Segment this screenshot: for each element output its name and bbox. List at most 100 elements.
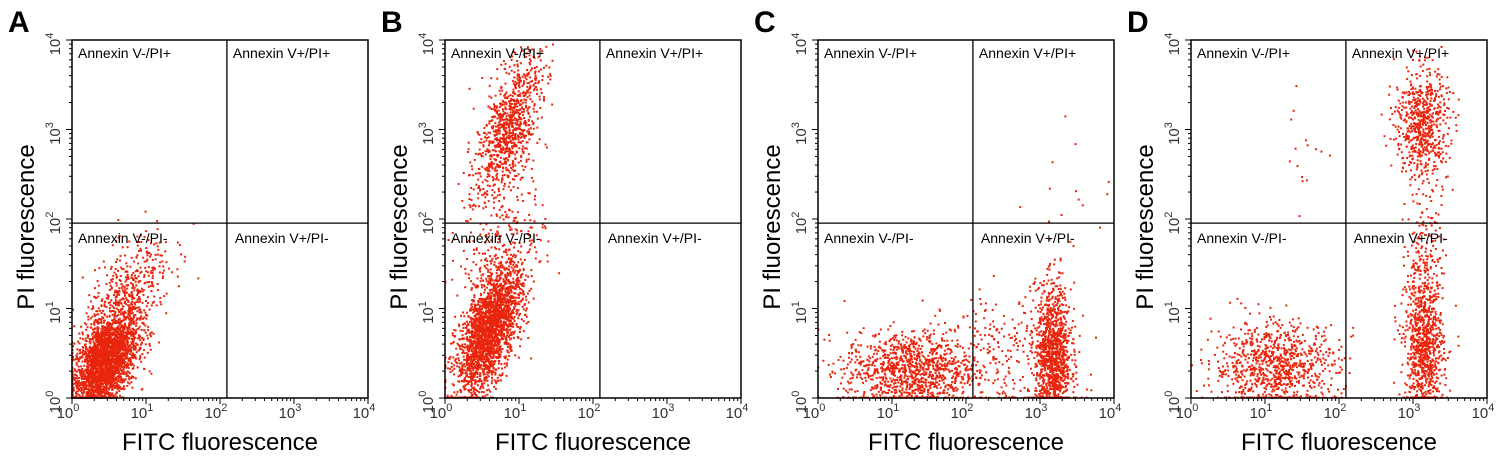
- data-point: [126, 335, 129, 338]
- data-point: [452, 356, 455, 359]
- data-point: [453, 329, 456, 331]
- data-point: [491, 306, 494, 308]
- data-point: [93, 334, 96, 337]
- data-point: [118, 356, 121, 359]
- data-point: [87, 366, 90, 369]
- data-point: [117, 308, 120, 311]
- data-point: [162, 265, 165, 268]
- data-point: [496, 286, 499, 288]
- data-point: [117, 292, 119, 294]
- data-point: [96, 368, 99, 370]
- data-point: [97, 384, 100, 387]
- data-point: [154, 253, 157, 256]
- data-point: [478, 315, 481, 318]
- data-point: [107, 327, 110, 330]
- data-point: [86, 326, 89, 329]
- data-point: [504, 321, 507, 324]
- data-point: [90, 379, 92, 382]
- data-point: [123, 310, 126, 313]
- data-point: [106, 315, 108, 318]
- data-point: [134, 274, 136, 277]
- data-point: [90, 348, 93, 351]
- data-point: [489, 282, 492, 285]
- data-point: [478, 363, 481, 366]
- data-point: [121, 346, 124, 349]
- data-point: [138, 358, 141, 361]
- data-point: [99, 359, 102, 362]
- data-point: [123, 312, 126, 315]
- data-point: [489, 330, 492, 333]
- data-point: [120, 302, 123, 305]
- data-point: [78, 332, 81, 335]
- data-point: [84, 358, 86, 361]
- data-point: [126, 277, 129, 280]
- data-point: [520, 318, 523, 321]
- data-point: [94, 394, 97, 397]
- data-point: [137, 337, 139, 340]
- data-point: [108, 388, 111, 391]
- data-point: [114, 311, 117, 314]
- data-point: [105, 347, 108, 350]
- data-point: [102, 331, 105, 333]
- data-point: [118, 322, 121, 324]
- data-point: [122, 328, 125, 330]
- data-point: [480, 339, 483, 342]
- data-point: [136, 292, 139, 295]
- data-point: [76, 357, 79, 360]
- data-point: [116, 293, 119, 296]
- data-point: [491, 257, 494, 260]
- data-point: [128, 295, 131, 298]
- data-point: [88, 384, 91, 387]
- data-point: [107, 345, 110, 348]
- data-point: [137, 301, 140, 304]
- data-point: [458, 345, 461, 348]
- data-point: [121, 342, 124, 345]
- data-point: [457, 357, 460, 360]
- data-point: [132, 271, 135, 274]
- data-point: [125, 291, 127, 294]
- data-point: [114, 393, 117, 396]
- data-point: [510, 319, 512, 322]
- data-point: [116, 290, 119, 293]
- tick-base: 10: [131, 405, 148, 422]
- data-point: [448, 357, 451, 360]
- data-point: [453, 373, 456, 376]
- data-point: [490, 275, 493, 278]
- data-point: [115, 328, 118, 331]
- data-point: [129, 316, 132, 319]
- data-point: [136, 288, 139, 291]
- data-point: [142, 293, 145, 296]
- data-point: [461, 334, 464, 337]
- data-point: [95, 338, 98, 341]
- data-point: [133, 260, 136, 263]
- data-point: [94, 374, 97, 377]
- data-point: [504, 355, 507, 358]
- data-point: [494, 315, 497, 318]
- data-point: [490, 340, 493, 343]
- data-point: [470, 280, 473, 283]
- data-point: [513, 296, 516, 299]
- data-point: [109, 350, 112, 353]
- data-point: [94, 269, 96, 272]
- data-point: [114, 369, 117, 372]
- tick-base: 10: [57, 405, 74, 422]
- data-point: [470, 324, 473, 327]
- data-point: [87, 318, 90, 321]
- data-point: [123, 360, 125, 363]
- data-point: [463, 395, 466, 398]
- data-point: [497, 352, 500, 355]
- data-point: [81, 392, 84, 394]
- data-point: [507, 324, 510, 327]
- data-point: [464, 372, 467, 375]
- data-point: [501, 348, 504, 350]
- data-point: [518, 242, 521, 245]
- data-point: [483, 319, 486, 322]
- data-point: [117, 325, 120, 328]
- data-point: [505, 313, 508, 316]
- data-point: [102, 343, 105, 346]
- data-point: [139, 318, 142, 321]
- data-point: [140, 241, 143, 243]
- data-point: [131, 300, 134, 303]
- data-point: [119, 330, 122, 333]
- data-point: [97, 346, 99, 349]
